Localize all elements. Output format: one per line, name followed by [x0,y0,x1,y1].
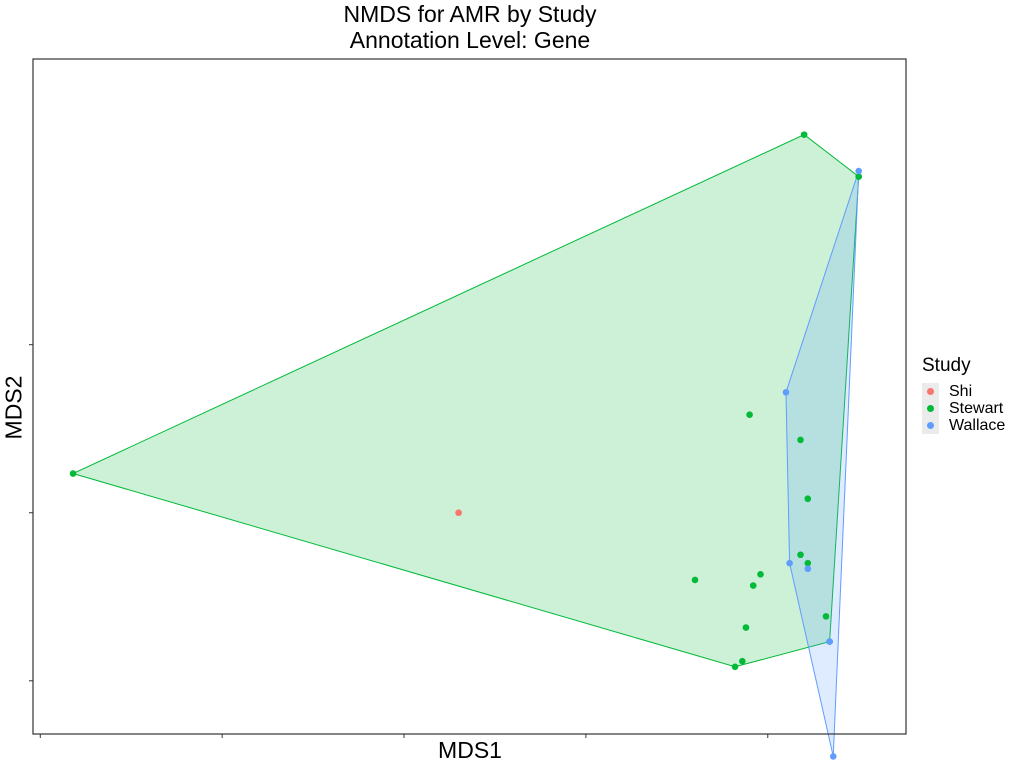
legend-item-stewart: Stewart [922,400,1005,417]
x-axis-label: MDS1 [438,737,502,763]
point-shi-0 [455,509,462,517]
y-axis-label: MDS2 [0,375,27,440]
legend-key-shi [922,383,939,400]
points-layer [69,131,863,760]
legend-item-shi: Shi [922,383,1005,400]
point-stewart-7 [804,559,812,567]
legend-label-shi: Shi [949,382,973,400]
point-stewart-5 [804,495,812,503]
point-stewart-12 [742,624,750,631]
point-stewart-11 [822,613,830,620]
point-stewart-4 [797,436,804,444]
point-wallace-3 [804,565,812,573]
point-stewart-8 [691,576,699,584]
legend-dot-stewart [927,405,934,412]
point-stewart-6 [797,551,804,559]
point-stewart-9 [757,571,764,578]
point-wallace-4 [826,638,833,645]
legend-label-wallace: Wallace [949,416,1006,434]
chart-subtitle: Annotation Level: Gene [349,27,591,53]
point-wallace-5 [829,753,837,760]
legend-dot-wallace [927,422,934,429]
legend-label-stewart: Stewart [949,399,1004,417]
point-stewart-3 [746,411,753,419]
point-stewart-14 [731,663,739,671]
legend-item-wallace: Wallace [922,417,1005,434]
chart-title: NMDS for AMR by Study [343,1,597,27]
legend-key-stewart [922,400,939,417]
legend: Study Shi Stewart Wallace [922,355,1005,434]
point-stewart-2 [69,470,77,477]
point-wallace-0 [855,167,863,175]
point-stewart-0 [800,131,808,138]
point-stewart-13 [739,657,746,665]
point-wallace-1 [782,388,790,396]
point-wallace-2 [786,559,793,567]
hull-layer [71,134,860,757]
hull-stewart [71,134,860,668]
point-stewart-10 [749,582,757,589]
legend-dot-shi [927,388,934,395]
x-axis-ticks [39,734,769,738]
legend-key-wallace [922,417,939,434]
point-stewart-1 [855,173,863,180]
y-axis-ticks [29,344,33,682]
plot-panel-border [32,58,907,735]
legend-title: Study [922,355,971,376]
